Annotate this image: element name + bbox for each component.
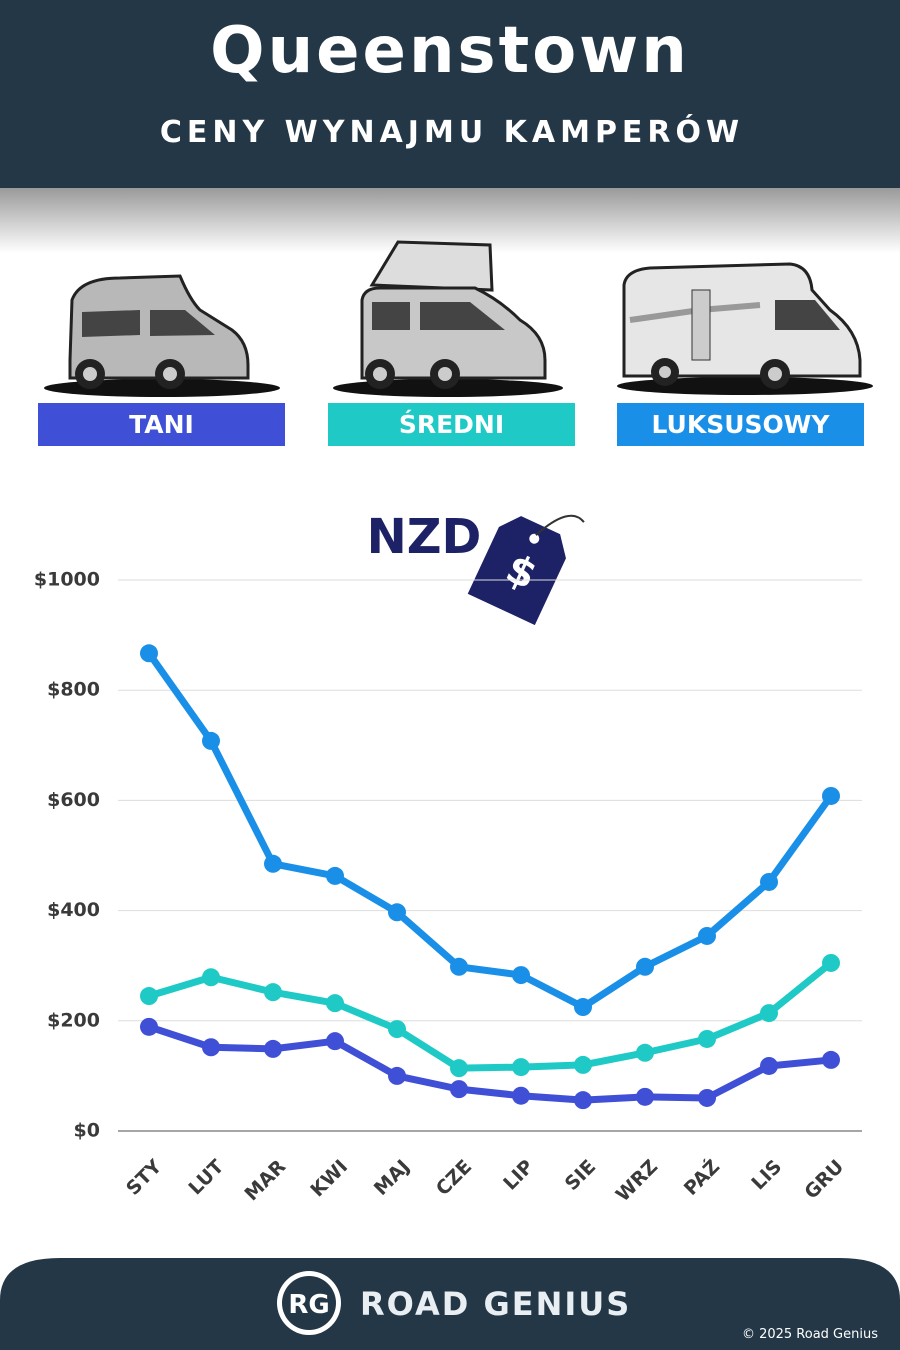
y-tick-label: $0 (74, 1120, 100, 1142)
x-tick-label: SIE (561, 1156, 600, 1195)
x-tick-label: STY (122, 1155, 166, 1199)
data-point (636, 957, 654, 976)
x-tick-label: PAŹ (679, 1155, 724, 1200)
header-band (0, 0, 900, 188)
data-point (450, 957, 468, 976)
data-point (202, 968, 220, 987)
van-budget (44, 274, 280, 397)
data-point (264, 983, 282, 1002)
data-point (450, 1080, 468, 1099)
data-point (698, 1029, 716, 1048)
data-point (326, 1032, 344, 1051)
x-tick-label: CZE (432, 1156, 476, 1200)
x-tick-label: WRZ (612, 1156, 662, 1206)
subtitle: CENY WYNAJMU KAMPERÓW (160, 113, 744, 150)
legend-swatch (328, 403, 575, 446)
data-point (822, 786, 840, 805)
legend-swatch (617, 403, 864, 446)
data-point (760, 1004, 778, 1023)
brand-initials: RG (288, 1290, 329, 1320)
y-tick-label: $200 (47, 1009, 100, 1031)
header-shadow (0, 188, 900, 253)
data-point (636, 1043, 654, 1062)
legend-label: LUKSUSOWY (652, 410, 831, 439)
y-tick-label: $400 (47, 899, 100, 921)
x-tick-label: LIS (747, 1156, 786, 1195)
series-line (145, 1023, 835, 1104)
legend-swatch (38, 403, 285, 446)
x-tick-label: MAJ (370, 1156, 414, 1200)
data-point (822, 1050, 840, 1069)
legend-label: TANI (129, 410, 194, 439)
data-point (698, 926, 716, 945)
x-tick-label: GRU (800, 1156, 848, 1204)
data-point (574, 998, 592, 1017)
series-line (145, 649, 835, 1011)
data-point (512, 966, 530, 985)
title: Queenstown (210, 14, 690, 88)
data-point (574, 1091, 592, 1110)
data-point (574, 1055, 592, 1074)
data-point (636, 1087, 654, 1106)
data-point (388, 1020, 406, 1039)
data-point (760, 1056, 778, 1075)
van-medium (333, 240, 563, 397)
data-point (326, 866, 344, 885)
data-point (698, 1088, 716, 1107)
data-point (450, 1059, 468, 1078)
copyright: © 2025 Road Genius (742, 1327, 878, 1342)
y-tick-label: $800 (47, 679, 100, 701)
data-point (264, 1039, 282, 1058)
data-point (822, 953, 840, 972)
footer-band (0, 1258, 900, 1350)
data-point (140, 644, 158, 663)
x-tick-label: LIP (499, 1156, 538, 1195)
y-tick-label: $1000 (34, 569, 100, 591)
legend-label: ŚREDNI (399, 409, 504, 439)
data-point (388, 903, 406, 922)
x-tick-label: MAR (241, 1155, 291, 1205)
data-point (512, 1058, 530, 1077)
y-tick-label: $600 (47, 789, 100, 811)
brand-name: ROAD GENIUS (360, 1285, 631, 1323)
data-point (388, 1066, 406, 1085)
data-point (512, 1086, 530, 1105)
data-point (326, 994, 344, 1013)
data-point (140, 1017, 158, 1036)
price-tag (465, 513, 585, 628)
data-point (202, 731, 220, 750)
data-point (202, 1038, 220, 1057)
x-tick-label: LUT (184, 1156, 228, 1200)
series-line (145, 959, 835, 1072)
data-point (760, 872, 778, 891)
data-point (264, 854, 282, 873)
van-luxury (617, 262, 873, 395)
currency-label: NZD (367, 509, 482, 565)
x-tick-label: KWI (306, 1156, 352, 1202)
data-point (140, 987, 158, 1006)
